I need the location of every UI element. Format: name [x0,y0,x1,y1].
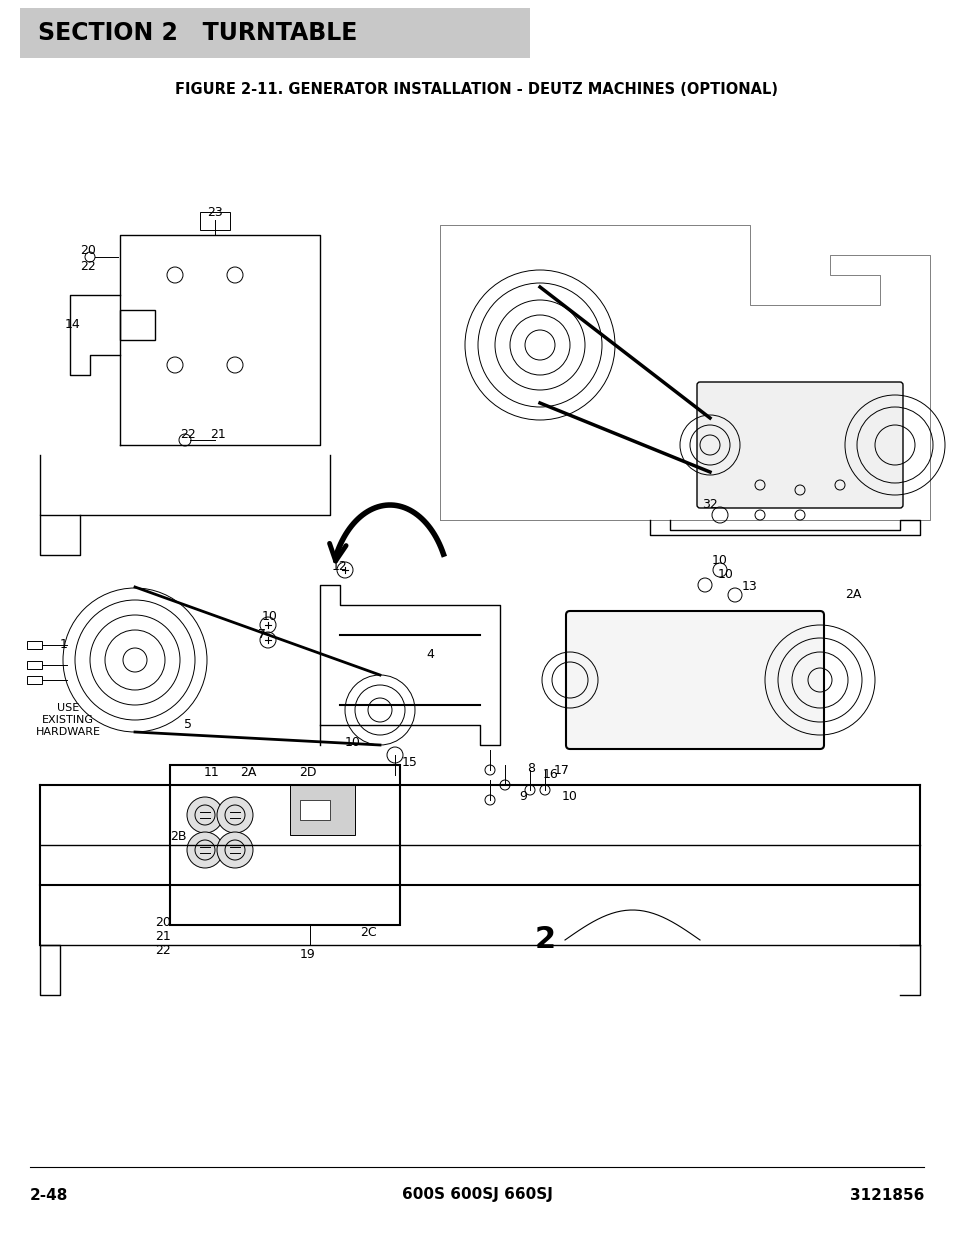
Bar [290,785,355,835]
Bar [20,7,530,58]
Text: 4: 4 [426,648,434,662]
Bar [27,676,42,684]
Bar [27,641,42,650]
Text: 22: 22 [154,945,171,957]
Text: 21: 21 [210,429,226,441]
Bar [27,661,42,669]
Text: 11: 11 [204,767,219,779]
Text: 13: 13 [741,580,757,594]
Text: 32: 32 [701,499,717,511]
Text: 21: 21 [154,930,171,944]
Text: 5: 5 [184,719,192,731]
Circle shape [187,797,223,832]
Text: 2C: 2C [359,926,375,940]
Text: 9: 9 [518,790,526,804]
FancyBboxPatch shape [697,382,902,508]
Text: 23: 23 [207,206,223,220]
Text: 1: 1 [60,638,68,652]
Text: 12: 12 [332,561,348,573]
Bar [170,764,399,925]
Text: 3121856: 3121856 [849,1188,923,1203]
Bar [200,212,230,230]
Text: USE
EXISTING
HARDWARE: USE EXISTING HARDWARE [35,704,100,736]
Text: 2: 2 [534,925,555,955]
Bar [299,800,330,820]
Text: 22: 22 [80,261,95,273]
Text: 7: 7 [257,629,266,641]
Text: 2A: 2A [239,767,256,779]
Bar [120,310,154,340]
Text: 2B: 2B [170,830,186,844]
Circle shape [187,832,223,868]
FancyBboxPatch shape [565,611,823,748]
Text: 20: 20 [80,243,95,257]
Text: 600S 600SJ 660SJ: 600S 600SJ 660SJ [401,1188,552,1203]
Text: 19: 19 [300,948,315,962]
Text: 10: 10 [561,790,578,804]
Text: 10: 10 [262,610,277,624]
Text: 20: 20 [154,916,171,930]
Text: 22: 22 [180,429,195,441]
Text: 10: 10 [345,736,360,748]
Text: 8: 8 [526,762,535,774]
Circle shape [216,832,253,868]
Text: 16: 16 [542,768,558,782]
Text: SECTION 2   TURNTABLE: SECTION 2 TURNTABLE [38,21,357,44]
Text: 15: 15 [401,757,417,769]
Circle shape [216,797,253,832]
Text: 2D: 2D [299,767,316,779]
Text: 2A: 2A [844,589,861,601]
Text: 17: 17 [554,763,569,777]
Text: 10: 10 [718,568,733,582]
Text: 14: 14 [65,319,81,331]
Text: 2-48: 2-48 [30,1188,69,1203]
Text: FIGURE 2-11. GENERATOR INSTALLATION - DEUTZ MACHINES (OPTIONAL): FIGURE 2-11. GENERATOR INSTALLATION - DE… [175,83,778,98]
Text: 10: 10 [711,553,727,567]
